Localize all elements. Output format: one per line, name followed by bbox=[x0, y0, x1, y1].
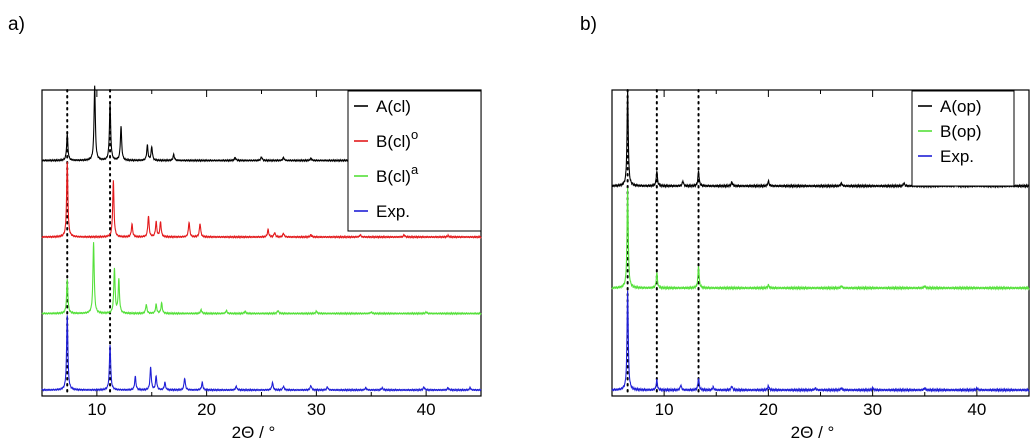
x-tick-label: 20 bbox=[197, 400, 216, 419]
series-trace bbox=[41, 161, 482, 240]
legend-superscript: o bbox=[411, 127, 418, 142]
legend-label: A(cl) bbox=[376, 97, 411, 116]
series-trace bbox=[41, 315, 482, 393]
legend-box bbox=[347, 90, 482, 232]
series-trace bbox=[41, 242, 482, 316]
legend-superscript: a bbox=[411, 162, 419, 177]
legend-label: Exp. bbox=[376, 202, 410, 221]
x-tick-label: 30 bbox=[307, 400, 326, 419]
x-axis-title: 2Θ / ° bbox=[232, 423, 276, 442]
x-tick-label: 10 bbox=[87, 400, 106, 419]
panel-label-a: a) bbox=[8, 14, 25, 35]
x-tick-label: 40 bbox=[417, 400, 436, 419]
panel-label-b: b) bbox=[580, 14, 597, 35]
